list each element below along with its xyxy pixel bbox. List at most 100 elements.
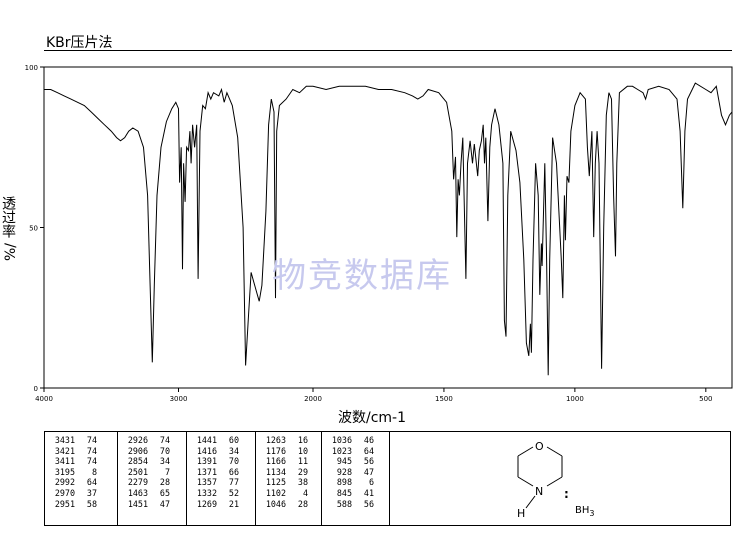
peak-wavenumber: 1023 xyxy=(331,445,352,456)
peak-row: 1125 38 xyxy=(256,477,321,488)
x-tick-label: 500 xyxy=(699,395,712,403)
peak-wavenumber: 845 xyxy=(336,487,352,498)
peak-transmittance: 47 xyxy=(159,498,170,509)
peak-transmittance: 16 xyxy=(297,435,308,445)
peak-wavenumber: 2279 xyxy=(127,477,148,488)
peak-row: 1036 46 xyxy=(322,435,389,446)
bond-n-h xyxy=(525,495,536,509)
peak-wavenumber: 1134 xyxy=(265,466,286,477)
peak-transmittance: 74 xyxy=(86,435,97,445)
peak-transmittance: 11 xyxy=(297,456,308,467)
peak-row: 2926 74 xyxy=(118,435,186,446)
peak-row: 2501 7 xyxy=(118,467,186,478)
ir-spectrum-chart: 4000 3000 2000 1500 1000 500 0 50 100 xyxy=(25,64,733,403)
peak-transmittance: 28 xyxy=(159,477,170,488)
x-tick-label: 1000 xyxy=(566,395,584,403)
x-tick-label: 1500 xyxy=(435,395,453,403)
peak-transmittance: 70 xyxy=(159,445,170,456)
peak-row: 1357 77 xyxy=(187,477,255,488)
peak-wavenumber: 3195 xyxy=(54,466,75,477)
peak-transmittance: 60 xyxy=(228,435,239,445)
peak-transmittance: 38 xyxy=(297,477,308,488)
peak-row: 3431 74 xyxy=(45,435,117,446)
peak-transmittance: 56 xyxy=(363,456,374,467)
peak-col-4: 1036 46 1023 64 945 56 928 47 898 6 845 41 588 56 xyxy=(322,432,390,525)
peak-wavenumber: 898 xyxy=(336,477,352,488)
peak-wavenumber: 588 xyxy=(336,498,352,509)
peak-row: 945 56 xyxy=(322,456,389,467)
spectrum-line xyxy=(44,82,733,376)
peak-wavenumber: 1441 xyxy=(196,435,217,445)
peak-row: 1263 16 xyxy=(256,435,321,446)
peak-wavenumber: 2951 xyxy=(54,498,75,509)
header-rule xyxy=(44,50,732,51)
peak-wavenumber: 1166 xyxy=(265,456,286,467)
peak-row: 1176 10 xyxy=(256,446,321,457)
peak-row: 2854 34 xyxy=(118,456,186,467)
peak-wavenumber: 1416 xyxy=(196,445,217,456)
peak-transmittance: 34 xyxy=(159,456,170,467)
peak-transmittance: 6 xyxy=(368,477,374,488)
peak-transmittance: 10 xyxy=(297,445,308,456)
peak-transmittance: 41 xyxy=(363,487,374,498)
peak-transmittance: 56 xyxy=(363,498,374,509)
peak-wavenumber: 945 xyxy=(336,456,352,467)
peak-transmittance: 7 xyxy=(164,466,170,477)
peak-wavenumber: 2926 xyxy=(127,435,148,445)
peak-row: 1451 47 xyxy=(118,499,186,510)
peak-transmittance: 46 xyxy=(363,435,374,445)
peak-wavenumber: 2970 xyxy=(54,487,75,498)
peak-row: 1046 28 xyxy=(256,499,321,510)
peak-row: 1391 70 xyxy=(187,456,255,467)
peak-row: 588 56 xyxy=(322,499,389,510)
bond-n-c3 xyxy=(546,476,563,487)
peak-col-2: 1441 60 1416 34 1391 70 1371 66 1357 77 1332 52 1269… xyxy=(187,432,256,525)
peak-wavenumber: 928 xyxy=(336,466,352,477)
peak-col-1: 2926 74 2906 70 2854 34 2501 7 2279 28 1463 65 1451 4… xyxy=(118,432,187,525)
peak-wavenumber: 2501 xyxy=(127,466,148,477)
peak-transmittance: 64 xyxy=(363,445,374,456)
peak-transmittance: 47 xyxy=(363,466,374,477)
peak-row: 3411 74 xyxy=(45,456,117,467)
y-tick-label: 0 xyxy=(34,385,38,393)
atom-h: H xyxy=(517,507,525,520)
peak-wavenumber: 2854 xyxy=(127,456,148,467)
peak-wavenumber: 3421 xyxy=(54,445,75,456)
peak-transmittance: 70 xyxy=(228,456,239,467)
peak-row: 1371 66 xyxy=(187,467,255,478)
peak-transmittance: 65 xyxy=(159,487,170,498)
peak-wavenumber: 2906 xyxy=(127,445,148,456)
molecule-structure: O N H : BH3 xyxy=(517,440,594,520)
peak-wavenumber: 1176 xyxy=(265,445,286,456)
peak-transmittance: 34 xyxy=(228,445,239,456)
peak-row: 1102 4 xyxy=(256,488,321,499)
borane-group: BH3 xyxy=(575,505,594,518)
plot-frame xyxy=(43,66,733,389)
peak-row: 1166 11 xyxy=(256,456,321,467)
peak-wavenumber: 1332 xyxy=(196,487,217,498)
watermark: 物竞数据库 xyxy=(272,256,452,296)
x-tick-label: 4000 xyxy=(35,395,53,403)
x-axis-label: 波数/cm-1 xyxy=(338,410,407,426)
peak-wavenumber: 1391 xyxy=(196,456,217,467)
peak-wavenumber: 3411 xyxy=(54,456,75,467)
peak-transmittance: 52 xyxy=(228,487,239,498)
atom-n: N xyxy=(535,485,543,498)
peak-table: 3431 74 3421 74 3411 74 3195 8 2992 64 2970 37 2951 5… xyxy=(44,431,731,526)
peak-row: 2279 28 xyxy=(118,477,186,488)
dative-bond-dots: : xyxy=(564,487,569,501)
x-tick-label: 2000 xyxy=(304,395,322,403)
peak-col-0: 3431 74 3421 74 3411 74 3195 8 2992 64 2970 37 2951 5… xyxy=(45,432,118,525)
peak-transmittance: 21 xyxy=(228,498,239,509)
x-tick-label: 3000 xyxy=(170,395,188,403)
y-axis-label: 透过率 %/ xyxy=(0,196,22,261)
peak-wavenumber: 1046 xyxy=(265,498,286,509)
y-tick-label: 100 xyxy=(25,64,38,72)
peak-transmittance: 74 xyxy=(159,435,170,445)
peak-row: 1332 52 xyxy=(187,488,255,499)
atom-o: O xyxy=(535,440,544,453)
peak-row: 3421 74 xyxy=(45,446,117,457)
peak-row: 2992 64 xyxy=(45,477,117,488)
peak-wavenumber: 3431 xyxy=(54,435,75,445)
peak-wavenumber: 1463 xyxy=(127,487,148,498)
